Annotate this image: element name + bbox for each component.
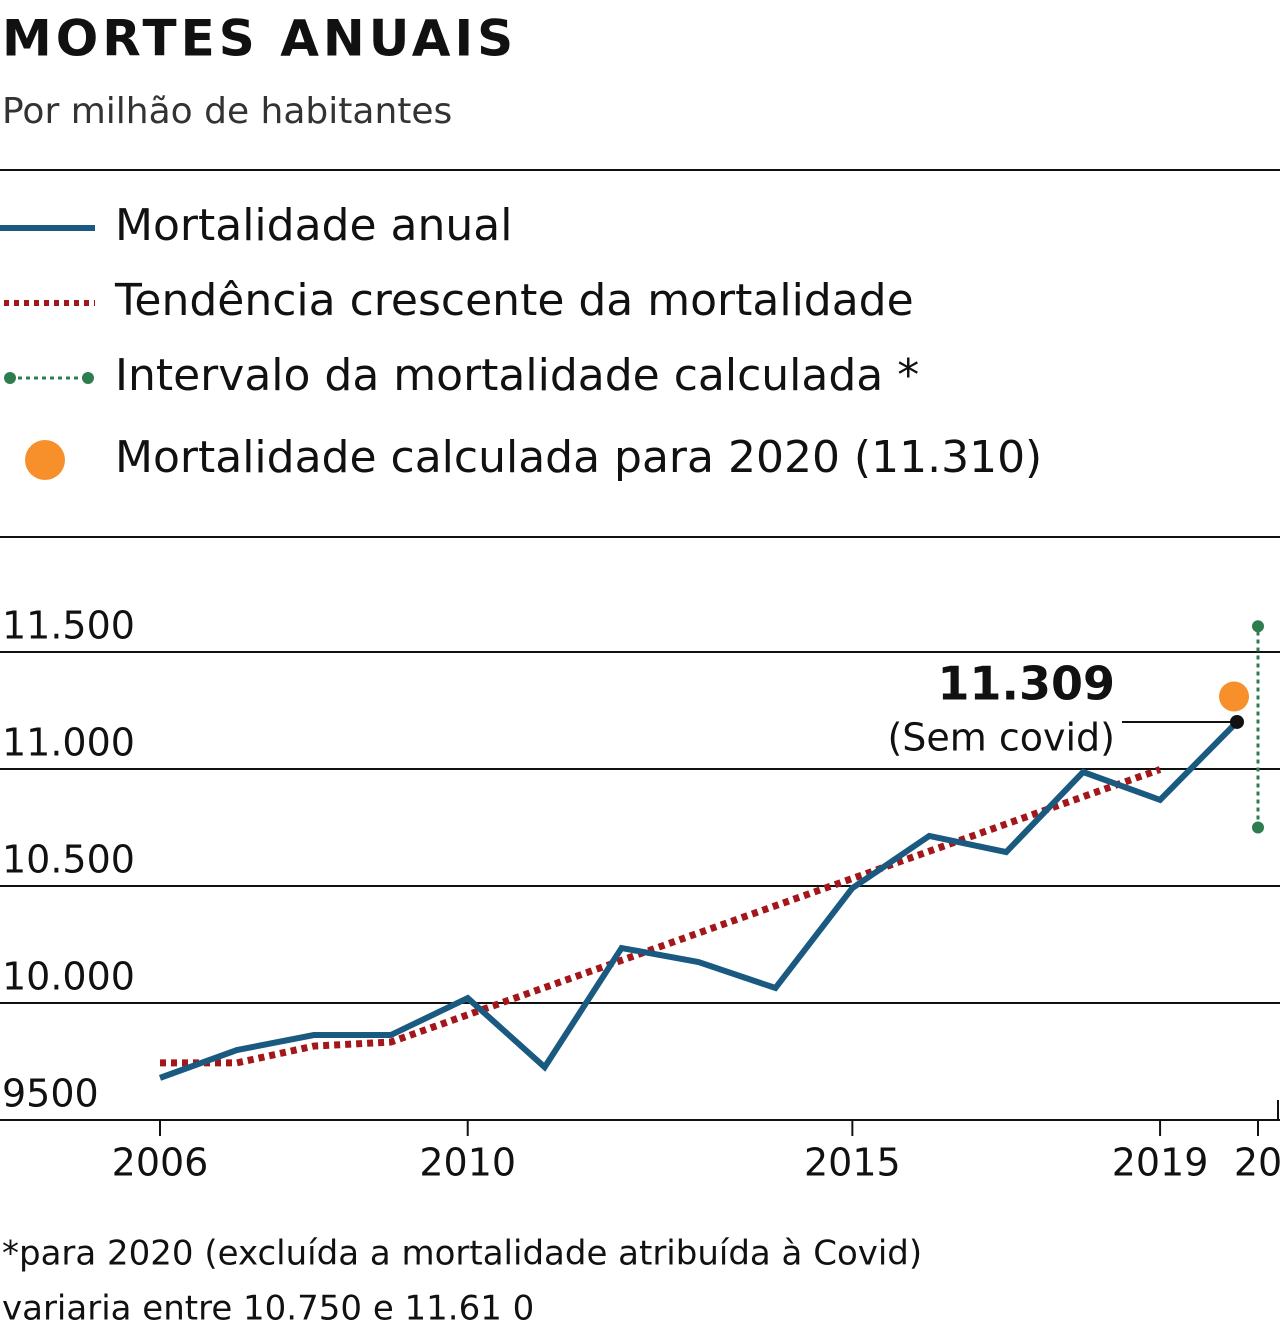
footnote: variaria entre 10.750 e 11.61 0 [2,1289,534,1329]
y-tick-label: 10.000 [2,955,135,999]
chart-subtitle: Por milhão de habitantes [2,91,452,132]
x-tick-label: 20 [1234,1141,1280,1185]
data-line [158,719,1240,1081]
y-tick-label: 11.000 [2,721,135,765]
x-tick-label: 2019 [1112,1141,1209,1185]
legend-label: Tendência crescente da mortalidade [114,275,914,326]
x-tick-label: 2010 [419,1141,516,1185]
estimate-point [1219,681,1249,712]
y-tick-label: 11.500 [2,604,135,648]
legend-label: Intervalo da mortalidade calculada * [115,350,919,401]
interval-end [1252,620,1264,633]
legend-swatch [25,440,65,480]
legend-label: Mortalidade calculada para 2020 (11.310) [115,432,1042,483]
interval-end [1252,821,1264,834]
annotation: 11.309 [937,657,1115,711]
y-tick-label: 9500 [2,1072,99,1116]
legend-swatch [4,372,16,384]
legend-swatch [82,372,94,384]
y-tick-label: 10.500 [2,838,135,882]
footnote: *para 2020 (excluída a mortalidade atrib… [2,1234,922,1274]
legend-label: Mortalidade anual [115,200,512,251]
annotation-note: (Sem covid) [887,716,1115,760]
end-point [1230,714,1244,729]
trend-line [160,766,1162,1067]
chart-title: MORTES ANUAIS [2,10,517,68]
x-tick-label: 2015 [804,1141,901,1185]
x-tick-label: 2006 [112,1141,209,1185]
